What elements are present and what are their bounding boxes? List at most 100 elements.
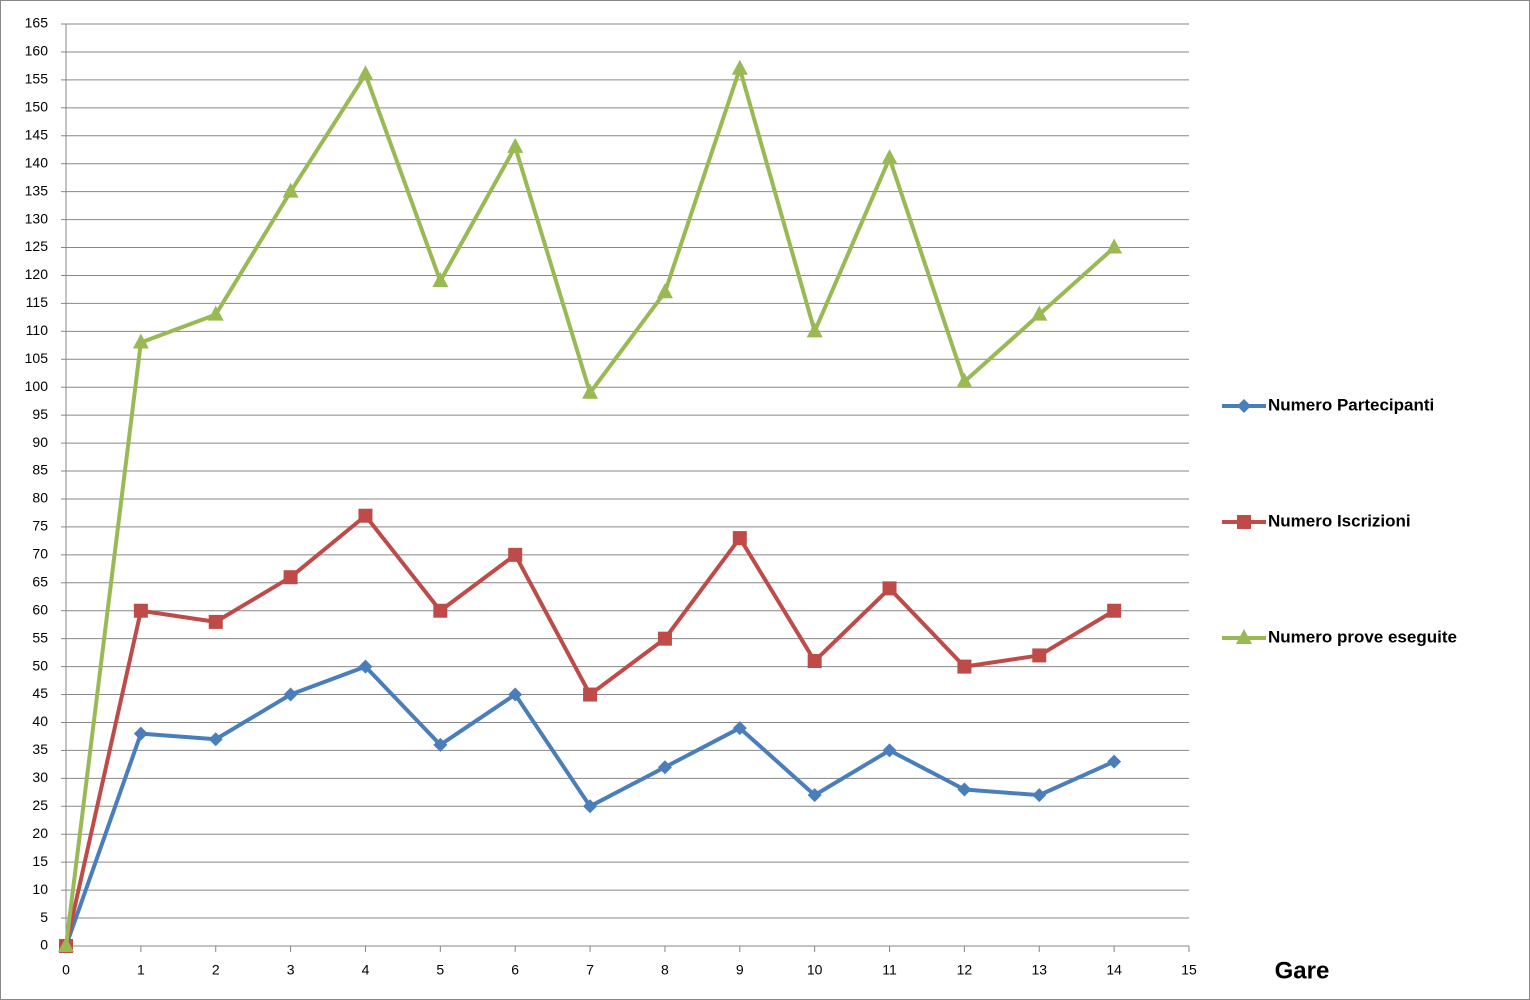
data-point bbox=[433, 603, 448, 618]
data-point bbox=[508, 687, 523, 702]
x-tick-label: 1 bbox=[137, 962, 145, 978]
legend-label: Numero Partecipanti bbox=[1268, 395, 1434, 414]
data-point bbox=[956, 372, 973, 388]
data-point bbox=[208, 732, 223, 747]
data-point bbox=[957, 782, 972, 797]
data-point bbox=[1032, 648, 1047, 663]
data-point bbox=[881, 149, 898, 165]
x-axis-label: Gare bbox=[1275, 957, 1330, 984]
x-tick-label: 7 bbox=[586, 962, 594, 978]
y-tick-label: 165 bbox=[25, 15, 49, 31]
x-tick-label: 11 bbox=[882, 962, 897, 978]
data-point bbox=[282, 182, 299, 198]
data-point bbox=[731, 59, 748, 75]
y-tick-label: 70 bbox=[32, 546, 48, 562]
y-tick-label: 145 bbox=[25, 126, 49, 142]
data-point bbox=[1107, 754, 1122, 769]
data-point bbox=[583, 687, 598, 702]
data-point bbox=[732, 721, 747, 736]
data-point bbox=[806, 322, 823, 338]
data-point bbox=[432, 272, 449, 288]
x-tick-label: 3 bbox=[287, 962, 295, 978]
data-point bbox=[358, 659, 373, 674]
data-point bbox=[133, 603, 148, 618]
data-point bbox=[508, 547, 523, 562]
y-tick-label: 90 bbox=[32, 434, 48, 450]
data-point bbox=[732, 531, 747, 546]
y-tick-label: 140 bbox=[25, 154, 49, 170]
data-point bbox=[1107, 603, 1122, 618]
y-tick-label: 160 bbox=[25, 43, 49, 59]
y-tick-label: 130 bbox=[25, 210, 49, 226]
x-tick-label: 8 bbox=[661, 962, 669, 978]
x-tick-label: 12 bbox=[957, 962, 973, 978]
y-tick-label: 25 bbox=[32, 797, 48, 813]
data-point bbox=[882, 581, 897, 596]
y-tick-label: 85 bbox=[32, 462, 48, 478]
y-tick-label: 80 bbox=[32, 490, 48, 506]
data-point bbox=[807, 654, 822, 669]
data-point bbox=[207, 305, 224, 321]
x-tick-label: 5 bbox=[436, 962, 444, 978]
data-point bbox=[133, 726, 148, 741]
y-tick-label: 45 bbox=[32, 685, 48, 701]
data-point bbox=[882, 743, 897, 758]
y-tick-label: 35 bbox=[32, 741, 48, 757]
y-tick-label: 135 bbox=[25, 182, 49, 198]
data-point bbox=[132, 333, 149, 349]
y-tick-label: 115 bbox=[26, 294, 49, 310]
data-point bbox=[358, 508, 373, 523]
data-point bbox=[807, 788, 822, 803]
data-point bbox=[957, 659, 972, 674]
y-tick-label: 75 bbox=[32, 518, 48, 534]
y-tick-label: 105 bbox=[25, 350, 49, 366]
legend-label: Numero Iscrizioni bbox=[1268, 511, 1411, 530]
x-tick-label: 2 bbox=[212, 962, 220, 978]
data-point bbox=[433, 737, 448, 752]
data-point bbox=[357, 65, 374, 81]
data-point bbox=[1031, 305, 1048, 321]
y-tick-label: 20 bbox=[32, 825, 48, 841]
data-point bbox=[657, 760, 672, 775]
data-point bbox=[507, 137, 524, 153]
x-tick-label: 6 bbox=[511, 962, 519, 978]
x-tick-label: 14 bbox=[1106, 962, 1122, 978]
data-point bbox=[283, 687, 298, 702]
y-tick-label: 0 bbox=[40, 937, 48, 953]
y-tick-label: 10 bbox=[32, 881, 48, 897]
data-point bbox=[582, 383, 599, 399]
y-tick-label: 50 bbox=[32, 657, 48, 673]
legend-label: Numero prove eseguite bbox=[1268, 627, 1457, 646]
data-point bbox=[58, 937, 74, 952]
y-tick-label: 120 bbox=[25, 266, 49, 282]
y-tick-label: 5 bbox=[40, 909, 48, 925]
y-tick-label: 55 bbox=[32, 629, 48, 645]
data-point bbox=[208, 614, 223, 629]
y-tick-label: 110 bbox=[26, 322, 49, 338]
data-point bbox=[1106, 238, 1123, 254]
y-tick-label: 155 bbox=[25, 71, 49, 87]
data-point bbox=[657, 631, 672, 646]
y-tick-label: 65 bbox=[32, 573, 48, 589]
x-tick-label: 9 bbox=[736, 962, 744, 978]
y-tick-label: 60 bbox=[32, 601, 48, 617]
legend-marker bbox=[1237, 399, 1251, 413]
y-tick-label: 100 bbox=[25, 378, 49, 394]
x-tick-label: 15 bbox=[1181, 962, 1197, 978]
data-point bbox=[283, 570, 298, 585]
y-tick-label: 15 bbox=[32, 853, 48, 869]
y-tick-label: 150 bbox=[25, 99, 49, 115]
data-point bbox=[583, 799, 598, 814]
y-tick-label: 95 bbox=[32, 406, 48, 422]
x-tick-label: 13 bbox=[1031, 962, 1047, 978]
legend-marker bbox=[1237, 515, 1251, 529]
x-tick-label: 10 bbox=[807, 962, 823, 978]
y-tick-label: 40 bbox=[32, 713, 48, 729]
data-point bbox=[1032, 788, 1047, 803]
legend-marker bbox=[1236, 629, 1252, 644]
data-point bbox=[656, 283, 673, 299]
x-tick-label: 4 bbox=[362, 962, 370, 978]
x-tick-label: 0 bbox=[62, 962, 70, 978]
